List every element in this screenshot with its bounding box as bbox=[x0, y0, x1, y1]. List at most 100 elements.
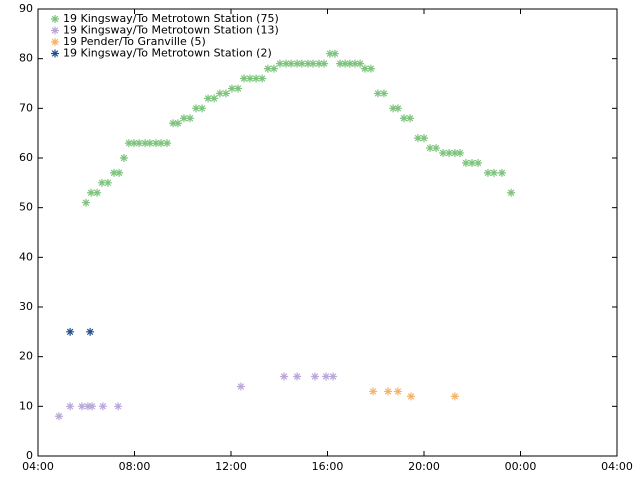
data-point bbox=[297, 59, 306, 68]
data-point bbox=[303, 59, 312, 68]
data-point bbox=[198, 104, 207, 113]
data-point bbox=[413, 134, 422, 143]
data-point bbox=[210, 94, 219, 103]
legend-marker bbox=[51, 49, 59, 58]
y-tick-label: 50 bbox=[19, 201, 33, 214]
data-point bbox=[309, 59, 318, 68]
x-tick-label: 08:00 bbox=[119, 460, 151, 473]
data-point bbox=[54, 412, 63, 421]
data-point bbox=[275, 59, 284, 68]
data-point bbox=[420, 134, 428, 143]
data-point bbox=[66, 327, 75, 336]
data-point bbox=[325, 49, 334, 58]
data-point bbox=[185, 114, 194, 123]
legend-label: 19 Kingsway/To Metrotown Station (13) bbox=[63, 24, 279, 37]
data-point bbox=[135, 139, 144, 148]
data-point bbox=[351, 59, 360, 68]
data-point bbox=[258, 74, 267, 83]
data-point bbox=[389, 104, 398, 113]
data-point bbox=[369, 387, 378, 396]
data-point bbox=[82, 198, 91, 207]
data-point bbox=[130, 139, 139, 148]
data-point bbox=[87, 188, 96, 197]
data-point bbox=[282, 59, 291, 68]
data-point bbox=[406, 392, 415, 401]
data-point bbox=[204, 94, 213, 103]
data-point bbox=[145, 139, 154, 148]
y-tick-label: 20 bbox=[19, 350, 33, 363]
data-point bbox=[455, 149, 464, 158]
data-point bbox=[432, 144, 441, 153]
data-point bbox=[192, 104, 201, 113]
data-point bbox=[252, 74, 261, 83]
x-tick-label: 12:00 bbox=[215, 460, 247, 473]
legend-label: 19 Pender/To Granville (5) bbox=[63, 35, 206, 48]
legend-marker bbox=[51, 26, 59, 35]
data-point bbox=[450, 392, 459, 401]
data-point bbox=[293, 372, 302, 381]
data-point bbox=[215, 89, 224, 98]
data-point bbox=[115, 168, 124, 177]
data-point bbox=[507, 188, 516, 197]
legend-label: 19 Kingsway/To Metrotown Station (2) bbox=[63, 47, 272, 60]
data-point bbox=[240, 74, 249, 83]
x-tick-label: 16:00 bbox=[312, 460, 344, 473]
y-tick-label: 30 bbox=[19, 300, 33, 313]
x-tick-label: 20:00 bbox=[408, 460, 440, 473]
x-tick-label: 04:00 bbox=[601, 460, 633, 473]
data-point bbox=[83, 402, 92, 411]
data-point bbox=[179, 114, 188, 123]
data-point bbox=[322, 372, 331, 381]
y-tick-label: 60 bbox=[19, 151, 33, 164]
data-point bbox=[366, 64, 375, 73]
data-point bbox=[329, 372, 338, 381]
data-point bbox=[468, 158, 477, 167]
y-tick-label: 40 bbox=[19, 250, 33, 263]
y-tick-label: 10 bbox=[19, 399, 33, 412]
data-point bbox=[114, 402, 123, 411]
y-tick-label: 70 bbox=[19, 101, 33, 114]
data-point bbox=[293, 59, 302, 68]
data-point bbox=[77, 402, 86, 411]
x-tick-label: 04:00 bbox=[22, 460, 54, 473]
data-point bbox=[373, 89, 382, 98]
data-point bbox=[379, 89, 388, 98]
data-point bbox=[151, 139, 160, 148]
data-point bbox=[221, 89, 230, 98]
data-point bbox=[66, 402, 75, 411]
data-point bbox=[169, 119, 178, 128]
data-point bbox=[263, 64, 272, 73]
data-point bbox=[124, 139, 133, 148]
data-point bbox=[345, 59, 354, 68]
data-point bbox=[103, 178, 112, 187]
data-point bbox=[439, 149, 448, 158]
data-point bbox=[97, 178, 106, 187]
data-point bbox=[393, 387, 402, 396]
plot-frame bbox=[37, 8, 618, 457]
data-point bbox=[233, 84, 242, 93]
legend-label: 19 Kingsway/To Metrotown Station (75) bbox=[63, 12, 279, 25]
data-point bbox=[336, 59, 345, 68]
data-point bbox=[461, 158, 470, 167]
data-point bbox=[315, 59, 324, 68]
data-point bbox=[163, 139, 172, 148]
data-point bbox=[445, 149, 454, 158]
data-point bbox=[246, 74, 255, 83]
data-point bbox=[236, 382, 245, 391]
data-point bbox=[406, 114, 415, 123]
data-point bbox=[483, 168, 492, 177]
x-tick-label: 00:00 bbox=[505, 460, 537, 473]
data-point bbox=[310, 372, 319, 381]
data-point bbox=[393, 104, 402, 113]
y-tick-label: 80 bbox=[19, 52, 33, 65]
data-point bbox=[86, 327, 95, 336]
data-point bbox=[280, 372, 289, 381]
data-point bbox=[384, 387, 393, 396]
data-point bbox=[489, 168, 498, 177]
data-point bbox=[227, 84, 236, 93]
data-point bbox=[109, 168, 118, 177]
data-point bbox=[173, 119, 182, 128]
data-point bbox=[450, 149, 459, 158]
y-tick-label: 0 bbox=[26, 449, 33, 462]
